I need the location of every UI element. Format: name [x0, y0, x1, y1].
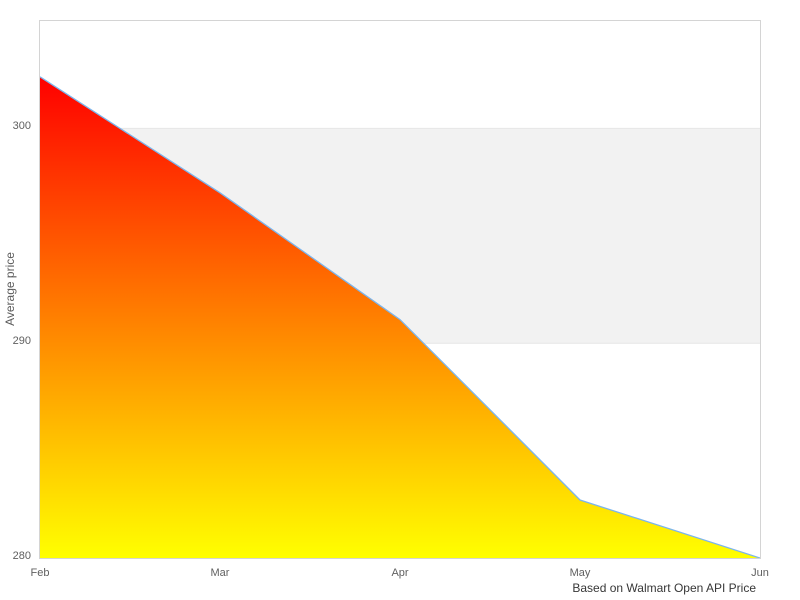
x-axis-label: Jun [751, 567, 769, 579]
x-axis-label: Apr [391, 567, 409, 579]
chart-canvas [40, 76, 760, 558]
x-axis-label: Feb [30, 567, 50, 579]
x-axis-label: Mar [210, 567, 230, 579]
series-line [40, 76, 760, 558]
y-axis-title: Average price [3, 252, 17, 326]
chart-caption: Based on Walmart Open API Price [572, 581, 756, 595]
y-axis-label: 300 [12, 120, 31, 133]
x-axis-label: May [569, 567, 591, 579]
plot-area [39, 20, 761, 559]
y-axis-label: 280 [12, 550, 31, 562]
area-series [40, 76, 760, 558]
y-axis-label: 290 [12, 335, 31, 348]
